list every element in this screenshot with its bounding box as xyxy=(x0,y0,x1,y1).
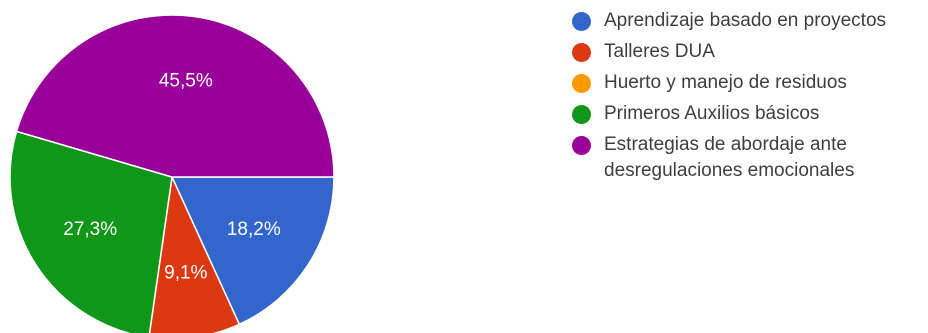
pie-chart-plot: 18,2% 9,1% 27,3% 45,5% xyxy=(9,14,335,333)
legend-swatch xyxy=(572,136,591,155)
legend-label: Aprendizaje basado en proyectos xyxy=(604,10,887,31)
chart-legend: Aprendizaje basado en proyectos Talleres… xyxy=(572,10,922,191)
legend-item[interactable]: Talleres DUA xyxy=(572,41,922,65)
pie-slice[interactable] xyxy=(170,176,335,326)
legend-swatch xyxy=(572,105,591,124)
legend-swatch xyxy=(572,12,591,31)
legend-label: Talleres DUA xyxy=(604,41,715,62)
legend-label: Huerto y manejo de residuos xyxy=(604,72,847,93)
slice-label: 27,3% xyxy=(63,219,117,240)
legend-swatch xyxy=(572,74,591,93)
pie-slice[interactable] xyxy=(15,14,335,178)
legend-item[interactable]: Huerto y manejo de residuos xyxy=(572,72,922,96)
slice-label: 9,1% xyxy=(164,263,207,284)
pie-slice[interactable] xyxy=(9,130,173,333)
legend-label: Primeros Auxilios básicos xyxy=(604,103,820,124)
pie-slice[interactable] xyxy=(148,174,241,333)
slice-label: 45,5% xyxy=(159,70,213,91)
legend-item[interactable]: Estrategias de abordaje ante desregulaci… xyxy=(572,134,922,184)
slice-label: 18,2% xyxy=(227,219,281,240)
legend-label: Estrategias de abordaje ante desregulaci… xyxy=(604,134,855,181)
legend-swatch xyxy=(572,43,591,62)
legend-item[interactable]: Primeros Auxilios básicos xyxy=(572,103,922,127)
legend-item[interactable]: Aprendizaje basado en proyectos xyxy=(572,10,922,34)
